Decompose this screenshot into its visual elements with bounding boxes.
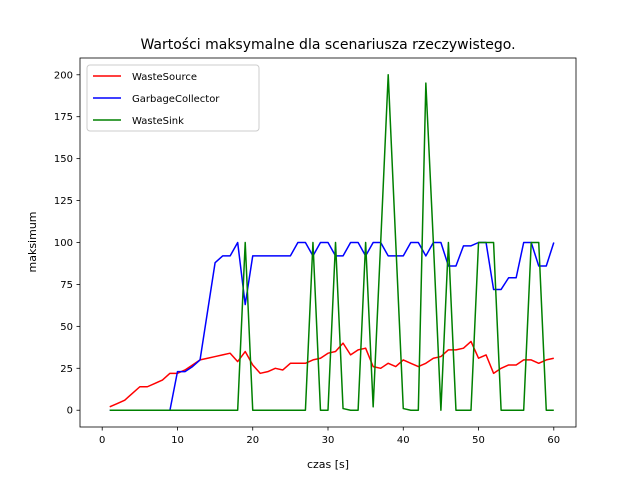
plot-lines	[109, 74, 555, 411]
y-tick-label: 50	[60, 322, 73, 333]
x-axis: 0 10 20 30 40 50 60	[99, 427, 560, 446]
x-tick-label: 50	[472, 435, 485, 446]
chart-title: Wartości maksymalne dla scenariusza rzec…	[140, 37, 515, 53]
x-tick-label: 40	[397, 435, 410, 446]
x-tick-label: 60	[547, 435, 560, 446]
legend-box	[86, 64, 260, 132]
legend: WasteSource GarbageCollector WasteSink	[86, 64, 260, 132]
y-axis-label: maksimum	[26, 211, 39, 272]
y-tick-label: 25	[60, 364, 73, 375]
y-tick-label: 0	[67, 406, 73, 417]
y-axis: 0 25 50 75 100 125 150 175 200	[54, 70, 80, 417]
x-tick-label: 0	[99, 435, 105, 446]
legend-label-wastesource: WasteSource	[132, 72, 197, 83]
y-tick-label: 150	[54, 154, 73, 165]
y-tick-label: 75	[60, 280, 73, 291]
legend-label-garbagecollector: GarbageCollector	[132, 94, 220, 105]
y-tick-label: 200	[54, 70, 73, 81]
x-tick-label: 10	[171, 435, 184, 446]
y-tick-label: 175	[54, 112, 73, 123]
x-axis-label: czas [s]	[307, 458, 349, 471]
y-tick-label: 100	[54, 238, 73, 249]
series-line-wastesource	[109, 340, 554, 408]
series-line-wastesink	[109, 74, 554, 411]
y-tick-label: 125	[54, 196, 73, 207]
x-tick-label: 20	[246, 435, 259, 446]
x-tick-label: 30	[322, 435, 335, 446]
legend-label-wastesink: WasteSink	[132, 116, 184, 127]
